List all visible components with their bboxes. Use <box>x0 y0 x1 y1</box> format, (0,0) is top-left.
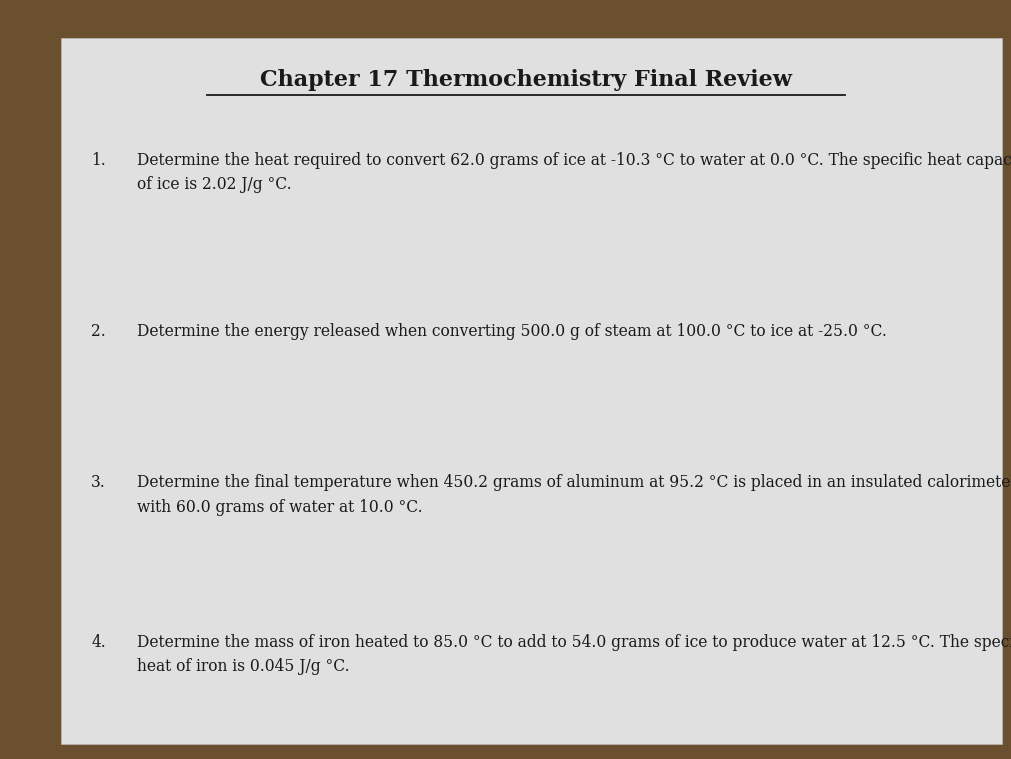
Text: Determine the final temperature when 450.2 grams of aluminum at 95.2 °C is place: Determine the final temperature when 450… <box>136 474 1011 515</box>
Text: 1.: 1. <box>91 152 106 168</box>
Text: 3.: 3. <box>91 474 106 491</box>
Text: Determine the mass of iron heated to 85.0 °C to add to 54.0 grams of ice to prod: Determine the mass of iron heated to 85.… <box>136 634 1011 675</box>
Text: 4.: 4. <box>91 634 106 650</box>
Text: Determine the heat required to convert 62.0 grams of ice at -10.3 °C to water at: Determine the heat required to convert 6… <box>136 152 1011 193</box>
Text: 2.: 2. <box>91 323 106 339</box>
Text: Chapter 17 Thermochemistry Final Review: Chapter 17 Thermochemistry Final Review <box>260 69 792 90</box>
Text: Determine the energy released when converting 500.0 g of steam at 100.0 °C to ic: Determine the energy released when conve… <box>136 323 886 339</box>
FancyBboxPatch shape <box>61 38 1001 744</box>
